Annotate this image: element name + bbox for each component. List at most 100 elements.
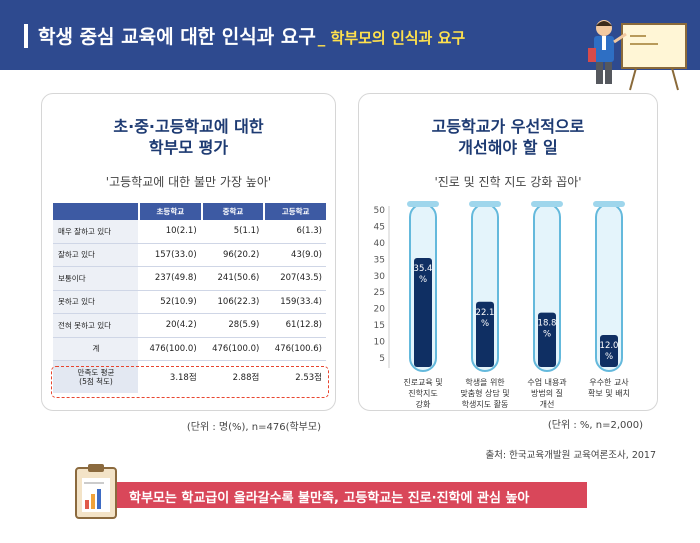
y-tick-label: 35 — [374, 255, 385, 265]
table-cell: 96(20.2) — [200, 244, 264, 267]
table-header-high: 고등학교 — [263, 203, 326, 220]
avg-label-line2: (5점 척도) — [79, 377, 113, 386]
bar-value-unit: % — [543, 330, 551, 340]
left-panel-unit: (단위 : 명(%), n=476(학부모) — [186, 422, 321, 433]
y-tick-label: 15 — [374, 321, 385, 331]
bar-value-unit: % — [605, 352, 613, 362]
table-cell-highlight: 2.53점 — [295, 373, 322, 383]
left-panel-title-line1: 초·중·고등학교에 대한 — [113, 117, 264, 136]
table-header-middle: 중학교 — [200, 203, 264, 220]
table-header-row: 초등학교 중학교 고등학교 — [53, 203, 326, 220]
category-label: 맞춤형 상담 및 — [460, 388, 509, 398]
header-bar: 학생 중심 교육에 대한 인식과 요구 _ 학부모의 인식과 요구 — [0, 0, 700, 70]
table-cell: 159(33.4) — [263, 291, 326, 314]
category-label: 우수한 교사 — [589, 378, 629, 387]
data-bar — [600, 334, 618, 367]
tube-rim — [407, 201, 439, 207]
data-bar — [414, 258, 432, 367]
table-row: 보통이다 237(49.8) 241(50.6) 207(43.5) — [53, 267, 326, 291]
right-panel-quote: '진로 및 진학 지도 강화 꼽아' — [434, 175, 582, 189]
header-accent-line — [24, 24, 28, 48]
table-row: 잘하고 있다 157(33.0) 96(20.2) 43(9.0) — [53, 243, 326, 267]
source-note: 출처: 한국교육개발원 교육여론조사, 2017 — [485, 450, 656, 461]
page-title-main: 학생 중심 교육에 대한 인식과 요구 — [38, 26, 316, 48]
row-label: 매우 잘하고 있다 — [53, 220, 138, 244]
y-tick-label: 5 — [379, 354, 385, 364]
category-label: 학생지도 활동 — [462, 399, 509, 409]
table-cell: 476(100.6) — [263, 338, 326, 361]
row-label: 전혀 못하고 있다 — [53, 314, 138, 338]
table-cell: 6(1.3) — [263, 220, 326, 244]
table-cell: 2.88점 — [232, 373, 260, 383]
table-cell: 476(100.0) — [138, 338, 201, 361]
table-total-row: 계 476(100.0) 476(100.0) 476(100.6) — [53, 337, 326, 361]
table-row: 못하고 있다 52(10.9) 106(22.3) 159(33.4) — [53, 290, 326, 314]
table-cell: 3.18점 — [169, 373, 197, 383]
y-tick-label: 20 — [374, 305, 386, 315]
right-panel-title-line1: 고등학교가 우선적으로 — [431, 117, 585, 136]
row-label: 보통이다 — [53, 267, 138, 291]
bar-value-label: 18.8 — [538, 319, 557, 329]
category-label: 방법의 질 — [531, 388, 563, 398]
table-cell: 52(10.9) — [138, 291, 201, 314]
bar-value-unit: % — [481, 319, 489, 329]
table-cell: 20(4.2) — [138, 314, 201, 338]
table-cell: 43(9.0) — [263, 244, 326, 267]
conclusion-text: 학부모는 학교급이 올라갈수록 불만족, 고등학교는 진로·진학에 관심 높아 — [129, 491, 530, 506]
tube-rim — [469, 201, 501, 207]
avg-label-line1: 만족도 평균 — [77, 368, 115, 377]
y-tick-label: 45 — [374, 222, 385, 232]
category-label: 강화 — [416, 399, 431, 409]
table-cell: 241(50.6) — [200, 267, 264, 291]
left-panel: 초·중·고등학교에 대한 학부모 평가 '고등학교에 대한 불만 가장 높아' … — [41, 93, 336, 433]
right-panel: 고등학교가 우선적으로 개선해야 할 일 '진로 및 진학 지도 강화 꼽아' … — [358, 93, 658, 431]
y-tick-label: 40 — [374, 239, 386, 249]
table-cell: 28(5.9) — [200, 314, 264, 338]
right-panel-title-line2: 개선해야 할 일 — [458, 138, 558, 157]
category-label: 학생을 위한 — [465, 377, 505, 387]
table-cell: 237(49.8) — [138, 267, 201, 291]
teacher-illustration — [588, 20, 687, 91]
table-header-blank — [53, 203, 138, 220]
y-tick-label: 30 — [374, 272, 386, 282]
evaluation-table: 초등학교 중학교 고등학교 매우 잘하고 있다 10(2.1) 5(1.1) 6… — [53, 203, 326, 393]
clipboard-icon — [75, 464, 117, 519]
category-label: 개선 — [540, 399, 555, 409]
y-tick-label: 25 — [374, 288, 385, 298]
left-panel-title-line2: 학부모 평가 — [148, 138, 229, 157]
tube-rim — [593, 201, 625, 207]
table-cell: 157(33.0) — [138, 244, 201, 267]
table-cell: 207(43.5) — [263, 267, 326, 291]
table-row: 매우 잘하고 있다 10(2.1) 5(1.1) 6(1.3) — [53, 220, 326, 244]
bar-value-label: 35.4 — [414, 264, 433, 274]
category-label: 진로교육 및 — [403, 377, 442, 387]
row-label: 잘하고 있다 — [53, 243, 138, 267]
table-header-elementary: 초등학교 — [138, 203, 201, 220]
row-label: 못하고 있다 — [53, 290, 138, 314]
table-cell: 476(100.0) — [200, 338, 264, 361]
bar-value-unit: % — [419, 275, 427, 285]
left-panel-quote: '고등학교에 대한 불만 가장 높아' — [105, 175, 272, 189]
data-bar — [476, 301, 494, 367]
right-panel-unit: (단위 : %, n=2,000) — [547, 420, 643, 431]
tube-rim — [531, 201, 563, 207]
table-cell: 10(2.1) — [138, 220, 201, 244]
table-cell: 61(12.8) — [263, 314, 326, 338]
conclusion-banner: 학부모는 학교급이 올라갈수록 불만족, 고등학교는 진로·진학에 관심 높아 — [117, 482, 587, 508]
table-cell: 106(22.3) — [200, 291, 264, 314]
category-label: 진학지도 — [408, 388, 437, 398]
page-subtitle: _ 학부모의 인식과 요구 — [317, 29, 466, 47]
y-tick-label: 50 — [374, 206, 386, 216]
category-label: 확보 및 배치 — [588, 388, 630, 398]
page-title: 학생 중심 교육에 대한 인식과 요구 _ 학부모의 인식과 요구 — [38, 22, 465, 49]
row-label: 계 — [53, 337, 138, 361]
table-row: 전혀 못하고 있다 20(4.2) 28(5.9) 61(12.8) — [53, 314, 326, 338]
table-cell: 5(1.1) — [200, 220, 264, 244]
average-highlight-box — [51, 366, 329, 398]
bar-value-label: 22.1 — [476, 308, 495, 318]
y-tick-label: 10 — [374, 338, 386, 348]
bar-value-label: 12.0 — [600, 341, 619, 351]
data-bar — [538, 312, 556, 367]
category-label: 수업 내용과 — [527, 378, 567, 387]
